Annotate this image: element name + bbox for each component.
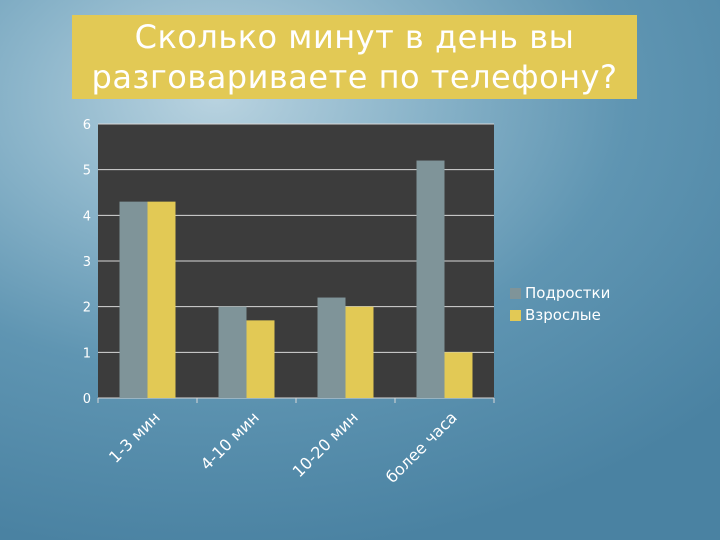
y-tick-label: 1	[83, 346, 91, 361]
x-category-label: 1-3 мин	[105, 408, 164, 467]
bar-1-2	[218, 306, 247, 398]
bar-2-2	[246, 320, 275, 398]
y-tick-label: 0	[83, 392, 91, 407]
bar-1-1	[119, 201, 148, 398]
y-tick-label: 3	[83, 255, 91, 270]
bar-2-4	[444, 352, 473, 398]
y-tick-label: 2	[83, 301, 91, 316]
bar-2-3	[345, 306, 374, 398]
legend-item-series-1: Подростки	[510, 282, 610, 304]
legend-swatch-series-1	[510, 287, 521, 299]
x-category-label: 4-10 мин	[197, 408, 263, 474]
chart-title-box: Сколько минут в день вы разговариваете п…	[72, 15, 637, 99]
y-tick-label: 5	[83, 164, 91, 179]
legend-item-series-2: Взрослые	[510, 304, 610, 326]
bar-2-1	[147, 201, 176, 398]
chart-title: Сколько минут в день вы разговариваете п…	[91, 18, 618, 96]
y-tick-label: 6	[83, 118, 91, 133]
bar-1-3	[317, 297, 346, 398]
legend-label-series-1: Подростки	[525, 284, 611, 302]
legend-swatch-series-2	[510, 309, 521, 321]
y-tick-label: 4	[83, 209, 91, 224]
x-category-label: 10-20 мин	[289, 408, 362, 481]
x-category-label: более часа	[382, 408, 461, 487]
legend-label-series-2: Взрослые	[525, 306, 601, 324]
bar-1-4	[416, 160, 445, 398]
chart-legend: Подростки Взрослые	[510, 282, 610, 326]
